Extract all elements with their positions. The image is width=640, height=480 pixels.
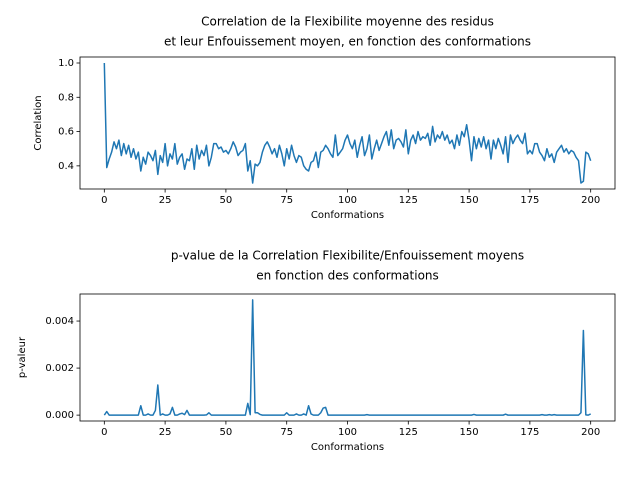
x-tick-label: 75 [280, 195, 293, 206]
y-tick-label: 0.8 [58, 92, 74, 103]
x-axis-label: Conformations [311, 210, 384, 221]
x-tick-label: 50 [220, 195, 233, 206]
y-tick-label: 0.002 [45, 363, 74, 374]
y-axis-label: Correlation [33, 95, 44, 150]
x-tick-label: 50 [220, 427, 233, 438]
x-tick-label: 200 [581, 195, 600, 206]
x-tick-label: 75 [280, 427, 293, 438]
data-line [103, 299, 592, 416]
chart-title: en fonction des conformations [256, 269, 439, 283]
x-tick-label: 125 [399, 195, 418, 206]
x-tick-label: 175 [520, 427, 539, 438]
y-axis-label: p-valeur [17, 336, 28, 378]
x-tick-label: 175 [520, 195, 539, 206]
x-tick-label: 0 [101, 195, 107, 206]
y-tick-label: 0.000 [45, 410, 74, 421]
y-tick-label: 0.004 [45, 316, 74, 327]
x-tick-label: 125 [399, 427, 418, 438]
x-axis-label: Conformations [311, 442, 384, 453]
data-line [103, 62, 592, 184]
x-tick-label: 150 [460, 195, 479, 206]
x-tick-label: 100 [338, 195, 357, 206]
axes-frame [79, 56, 616, 190]
chart-title: et leur Enfouissement moyen, en fonction… [164, 35, 531, 49]
y-tick-label: 0.6 [58, 127, 74, 138]
x-tick-label: 150 [460, 427, 479, 438]
x-tick-label: 100 [338, 427, 357, 438]
chart-title: p-value de la Correlation Flexibilite/En… [171, 249, 524, 263]
x-tick-label: 0 [101, 427, 107, 438]
axes-frame [79, 293, 616, 422]
x-tick-label: 25 [159, 427, 172, 438]
y-tick-label: 0.4 [58, 161, 74, 172]
x-tick-label: 200 [581, 427, 600, 438]
y-tick-label: 1.0 [58, 58, 74, 69]
x-tick-label: 25 [159, 195, 172, 206]
chart-title: Correlation de la Flexibilite moyenne de… [201, 15, 494, 29]
